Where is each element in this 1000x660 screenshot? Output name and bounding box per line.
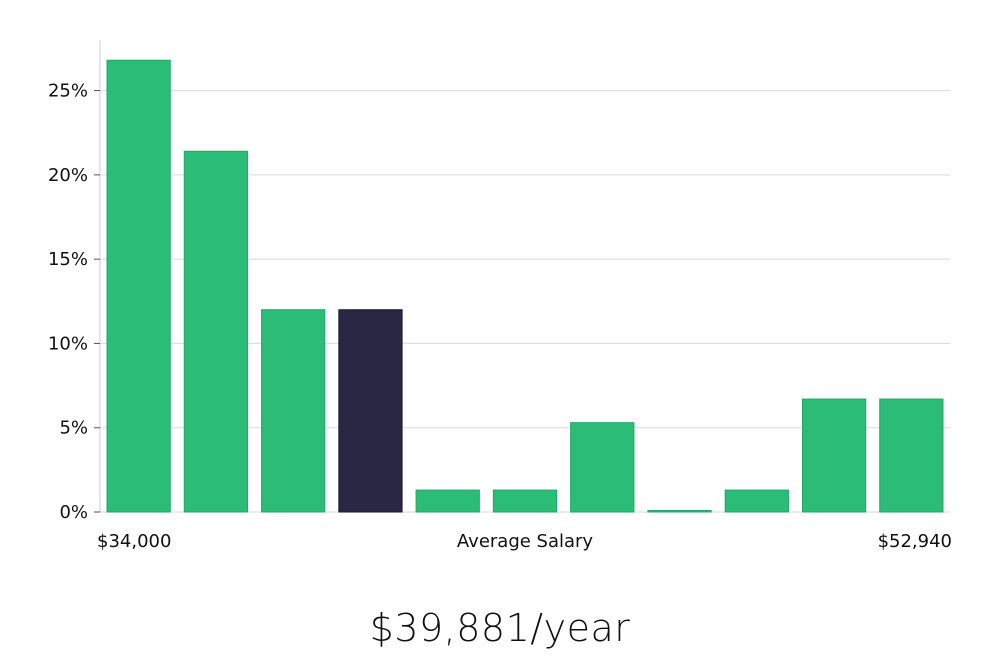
average-salary-value: $39,881/year	[369, 606, 631, 650]
bar	[647, 510, 712, 513]
bar	[801, 398, 867, 513]
bar	[492, 489, 558, 513]
bar	[570, 422, 635, 513]
y-tick-label: 0%	[59, 502, 88, 523]
x-axis-min-label: $34,000	[97, 531, 171, 552]
x-axis-max-label: $52,940	[878, 531, 952, 552]
y-axis-ticks: 0% 5% 10% 15% 20% 25%	[48, 81, 100, 523]
y-tick-label: 20%	[48, 165, 88, 186]
y-tick-label: 15%	[48, 249, 88, 270]
bars	[106, 59, 944, 513]
bar	[724, 489, 789, 513]
y-tick-label: 5%	[59, 418, 88, 439]
y-tick-label: 10%	[48, 333, 88, 354]
y-tick-label: 25%	[48, 81, 88, 102]
bar	[415, 489, 480, 513]
bar	[879, 398, 944, 513]
bar	[183, 150, 249, 513]
x-axis-title: Average Salary	[457, 531, 594, 552]
bar	[106, 59, 171, 513]
salary-histogram: 0%5%10%15%20%25% $34,000 Average Salary …	[48, 40, 952, 552]
bar-highlighted	[338, 309, 403, 513]
bar	[261, 309, 326, 513]
